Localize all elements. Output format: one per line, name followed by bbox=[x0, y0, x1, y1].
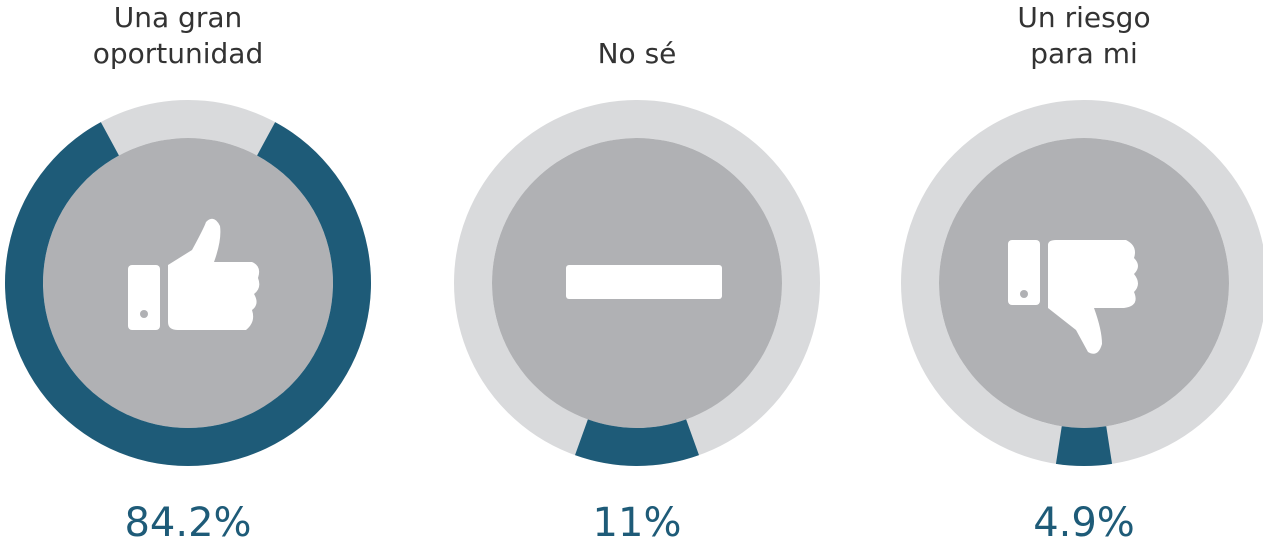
arc bbox=[575, 419, 699, 466]
hand bbox=[168, 218, 260, 330]
thumb-up-icon bbox=[128, 218, 260, 330]
arc bbox=[1055, 426, 1113, 466]
dot bbox=[1020, 290, 1028, 298]
chart-title: Un riesgo para mi bbox=[1017, 1, 1151, 70]
dot bbox=[140, 310, 148, 318]
value-label: 84.2% bbox=[124, 500, 252, 546]
value-label: 11% bbox=[592, 500, 682, 546]
minus-icon bbox=[566, 265, 722, 299]
cuff bbox=[128, 265, 160, 330]
thumb-down-icon bbox=[1008, 240, 1138, 354]
cuff bbox=[1008, 240, 1040, 305]
value-label: 4.9% bbox=[1033, 500, 1135, 546]
chart-title: Una gran oportunidad bbox=[92, 1, 264, 70]
icons bbox=[128, 218, 1138, 354]
hand bbox=[1048, 240, 1138, 354]
chart-title: No sé bbox=[597, 37, 677, 70]
